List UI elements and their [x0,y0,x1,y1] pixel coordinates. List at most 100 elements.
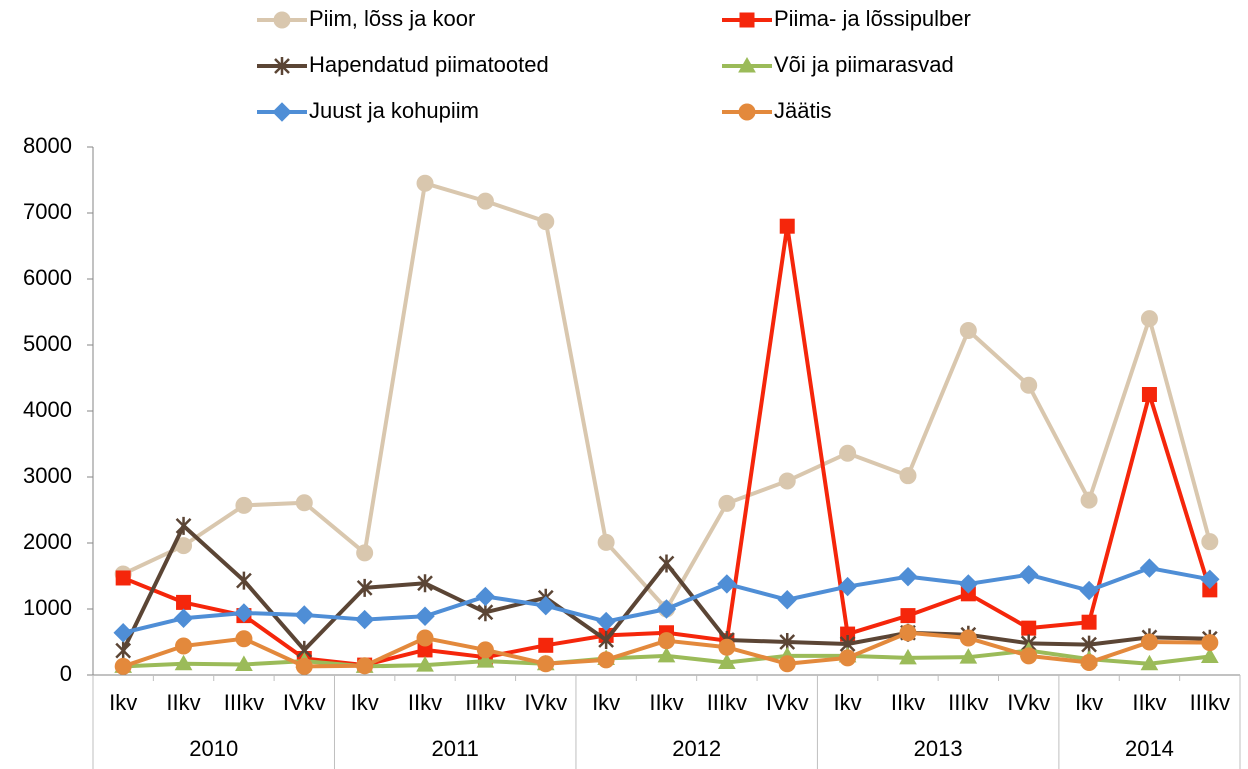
data-point [900,608,916,624]
data-point [1019,564,1039,585]
data-point [356,544,374,562]
data-point [176,594,192,610]
data-point [1140,654,1159,671]
data-point [1201,634,1219,652]
legend-label: Jäätis [774,98,831,123]
x-tick-label: IIIkv [465,690,505,715]
data-point [959,648,978,664]
data-point [416,629,434,647]
data-point [173,608,194,628]
data-point [1201,533,1219,551]
data-point [234,603,254,623]
y-tick-label: 4000 [23,397,72,422]
legend-label: Juust ja kohupiim [309,98,479,123]
data-point [656,599,677,619]
data-point [295,657,313,675]
legend-marker [738,56,756,73]
data-point [356,578,373,597]
x-tick-label: IIkv [408,690,442,715]
x-group-label: 2012 [672,736,721,761]
data-point [899,624,917,642]
data-point [114,657,132,675]
y-tick-label: 5000 [23,331,72,356]
data-point [1140,633,1158,651]
x-tick-label: IVkv [283,690,326,715]
data-point [658,554,675,573]
data-point [717,574,737,594]
data-point [1141,387,1157,402]
data-point [235,630,253,648]
data-point [1020,647,1038,665]
x-tick-label: IVkv [1007,690,1050,715]
y-tick-label: 3000 [23,463,72,488]
data-point [657,646,676,663]
data-point [476,192,494,210]
x-tick-label: IIIkv [948,690,988,715]
data-point [839,444,857,462]
data-point [899,467,917,485]
data-point [1080,653,1098,671]
legend-label: Piim, lõss ja koor [309,6,475,31]
x-tick-label: IIkv [891,690,925,715]
y-tick-label: 0 [60,661,72,686]
data-point [959,321,977,339]
x-tick-label: IIIkv [224,690,264,715]
x-tick-label: Ikv [592,690,620,715]
data-point [236,571,252,590]
data-point [115,641,132,660]
legend-marker [272,102,292,122]
data-point [235,496,253,514]
legend-label: Või ja piimarasvad [774,52,954,77]
data-point [718,494,736,512]
data-point [1021,620,1037,636]
data-point [174,654,193,671]
data-point [1200,647,1219,664]
x-tick-label: IIIkv [707,690,747,715]
data-point [898,566,918,587]
data-point [416,656,434,672]
data-point [597,533,615,551]
y-tick-label: 6000 [23,265,72,290]
data-point [718,638,736,656]
data-point [959,629,977,647]
data-point [113,623,133,643]
data-point [416,174,434,192]
legend-label: Piima- ja lõssipulber [774,6,971,31]
x-tick-label: Ikv [351,690,379,715]
data-point [115,570,131,586]
data-point [295,494,313,512]
data-point [294,605,314,625]
data-point [537,655,555,673]
data-point [536,595,556,616]
x-tick-label: IVkv [766,690,809,715]
data-point [1200,569,1220,590]
data-point [1079,580,1099,601]
x-tick-label: IIkv [1132,690,1166,715]
x-tick-label: IIkv [649,690,683,715]
data-point [1080,491,1098,509]
x-tick-label: IIIkv [1190,690,1230,715]
x-tick-label: IIkv [166,690,200,715]
data-point [597,651,615,669]
legend-label: Hapendatud piimatooted [309,52,549,77]
data-point [1140,310,1158,328]
legend-marker [738,103,756,121]
data-point [837,576,858,597]
y-tick-label: 7000 [23,199,72,224]
x-tick-label: Ikv [1075,690,1103,715]
data-point [778,472,796,490]
data-point [475,586,496,607]
x-group-label: 2011 [432,736,479,761]
legend-marker [739,12,755,28]
data-point [477,603,494,622]
data-point [538,637,554,653]
data-point [778,655,796,673]
data-point [958,574,979,594]
data-point [839,649,857,667]
legend-marker [274,57,290,75]
data-point [1081,614,1097,630]
data-point [779,218,795,234]
data-point [537,213,555,231]
